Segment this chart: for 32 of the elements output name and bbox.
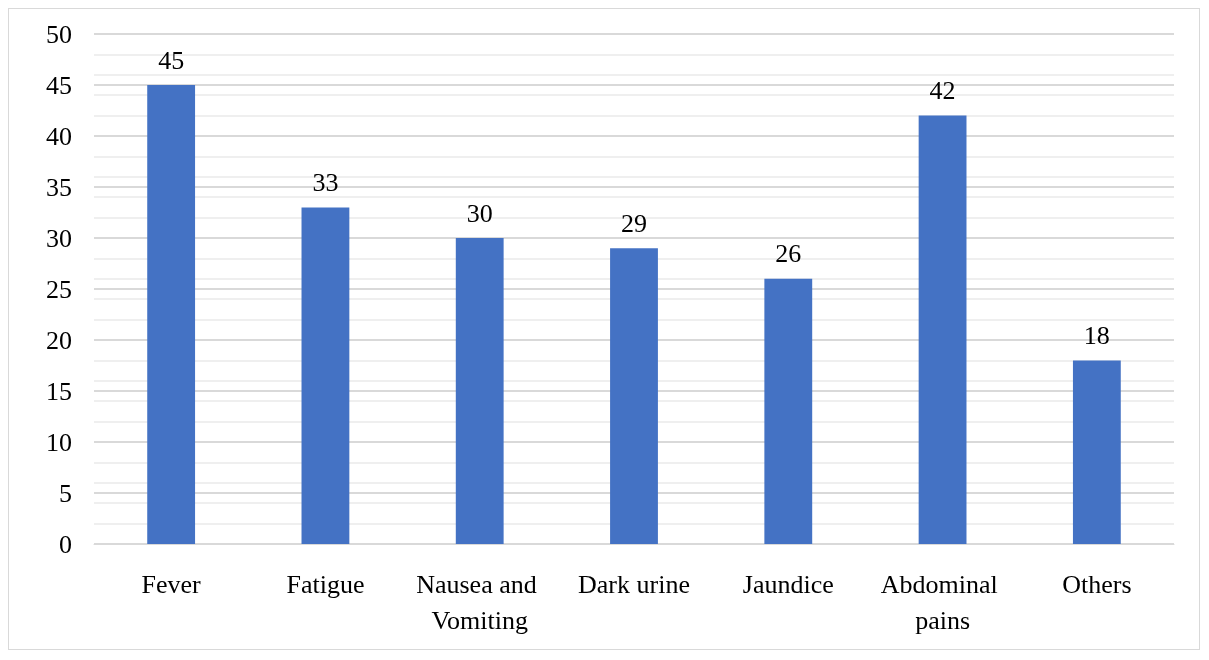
y-tick-label: 20 xyxy=(46,325,72,355)
y-tick-label: 40 xyxy=(46,121,72,151)
x-tick-label: Jaundice xyxy=(742,569,834,599)
y-tick-label: 35 xyxy=(46,172,72,202)
data-label: 18 xyxy=(1083,320,1110,350)
y-tick-label: 5 xyxy=(59,478,72,508)
bar xyxy=(301,207,350,544)
y-tick-label: 45 xyxy=(46,70,72,100)
bar xyxy=(455,238,504,544)
y-tick-label: 25 xyxy=(46,274,72,304)
y-tick-label: 50 xyxy=(46,19,72,49)
x-tick-label: Fatigue xyxy=(286,569,365,599)
x-tick-label: Others xyxy=(1062,569,1132,599)
bar xyxy=(764,278,813,544)
data-label: 26 xyxy=(775,239,802,269)
bar xyxy=(918,115,967,544)
bar xyxy=(147,85,196,544)
data-label: 29 xyxy=(621,208,647,238)
y-tick-label: 30 xyxy=(46,223,72,253)
data-label: 45 xyxy=(158,45,185,75)
bar xyxy=(610,248,658,544)
x-tick-label: Dark urine xyxy=(578,569,690,599)
x-tick-label: Abdominal pains xyxy=(880,569,1005,635)
data-label: 42 xyxy=(929,76,956,106)
x-tick-label: Nausea and Vomiting xyxy=(416,569,544,635)
y-tick-label: 15 xyxy=(46,376,72,406)
y-tick-label: 10 xyxy=(46,427,72,457)
x-tick-label: Fever xyxy=(141,569,202,599)
y-tick-label: 0 xyxy=(59,529,72,559)
bar xyxy=(1072,360,1121,544)
data-label: 30 xyxy=(466,198,493,228)
data-label: 33 xyxy=(312,167,339,197)
